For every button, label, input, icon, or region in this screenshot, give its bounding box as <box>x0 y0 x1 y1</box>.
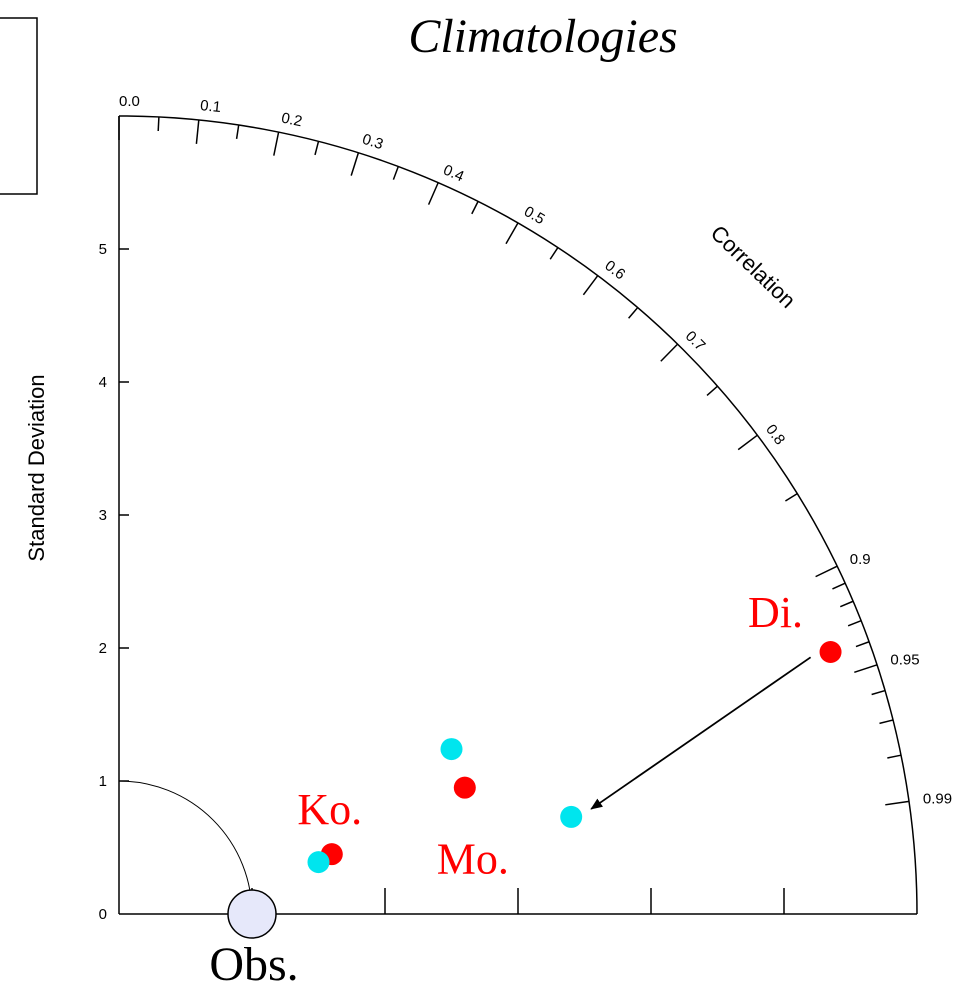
correlation-minor-tick <box>832 582 846 590</box>
correlation-label: Correlation <box>706 220 801 313</box>
correlation-minor-tick <box>392 166 400 180</box>
data-point <box>453 776 476 799</box>
reference-label: Obs. <box>209 938 298 988</box>
reference-group: Obs. <box>209 889 299 988</box>
data-point <box>560 805 583 828</box>
correlation-minor-tick <box>628 307 639 319</box>
y-tick-label: 0 <box>99 906 107 923</box>
correlation-minor-tick <box>235 124 240 139</box>
axes <box>118 115 918 915</box>
data-point-label: Ko. <box>297 785 362 834</box>
correlation-tick-label: 0.95 <box>890 651 919 668</box>
reference-arc <box>118 780 253 915</box>
arrow-annotation <box>590 656 812 810</box>
correlation-tick-label: 0.2 <box>280 110 304 131</box>
correlation-major-tick <box>427 182 439 205</box>
y-tick-label: 3 <box>99 507 107 524</box>
correlation-tick-label: 0.6 <box>601 257 628 283</box>
data-point-label: Di. <box>748 588 803 637</box>
y-tick-label: 1 <box>99 773 107 790</box>
correlation-major-tick <box>350 152 360 176</box>
correlation-minor-tick <box>157 116 160 132</box>
correlation-minor-tick <box>706 385 718 396</box>
data-point <box>819 640 842 663</box>
correlation-tick-label: 0.9 <box>850 551 871 568</box>
data-point <box>307 851 330 874</box>
correlation-major-tick <box>273 131 280 156</box>
data-point <box>440 738 463 761</box>
correlation-tick-label: 0.99 <box>923 790 952 807</box>
correlation-tick-label: 0.7 <box>682 328 709 355</box>
reference-point <box>227 889 277 939</box>
correlation-tick-labels: 0.0 0.1 0.2 0.3 0.4 0.5 0.6 0.7 0.8 0.9 0.95 0.99 <box>119 93 952 807</box>
correlation-major-tick <box>815 565 838 578</box>
correlation-minor-tick <box>314 141 320 156</box>
correlation-major-tick <box>854 664 878 674</box>
correlation-major-tick <box>195 119 200 144</box>
correlation-minor-tick <box>471 201 479 215</box>
annotations <box>590 656 812 810</box>
y-axis-label: Standard Deviation <box>24 374 49 561</box>
y-tick-labels: 0 1 2 3 4 5 <box>99 241 107 923</box>
correlation-tick-label: 0.3 <box>360 131 385 153</box>
correlation-tick-label: 0.4 <box>441 162 467 186</box>
correlation-minor-tick <box>785 492 798 502</box>
data-point-label: Mo. <box>437 835 509 884</box>
correlation-major-tick <box>737 434 758 451</box>
legend-box <box>0 17 38 195</box>
chart-title: Climatologies <box>408 10 677 63</box>
correlation-tick-label: 0.1 <box>199 97 221 116</box>
y-tick-label: 5 <box>99 241 107 258</box>
correlation-minor-tick <box>855 641 870 648</box>
correlation-minor-tick <box>879 719 894 725</box>
outer-arc <box>118 115 918 915</box>
data-points <box>307 640 842 874</box>
correlation-minor-tick <box>839 600 854 608</box>
y-tick-label: 2 <box>99 640 107 657</box>
correlation-major-tick <box>505 222 519 245</box>
correlation-tick-label: 0.0 <box>119 93 140 110</box>
correlation-major-tick <box>582 275 599 296</box>
correlation-major-tick <box>885 800 910 806</box>
correlation-tick-label: 0.5 <box>521 203 548 228</box>
correlation-minor-tick <box>871 689 886 696</box>
correlation-minor-tick <box>847 619 862 627</box>
point-labels: Ko. Mo. Di. <box>297 588 803 884</box>
correlation-tick-label: 0.8 <box>762 421 788 448</box>
correlation-minor-tick <box>549 247 559 260</box>
correlation-minor-tick <box>887 754 902 759</box>
y-tick-label: 4 <box>99 374 107 391</box>
correlation-major-tick <box>660 343 679 362</box>
